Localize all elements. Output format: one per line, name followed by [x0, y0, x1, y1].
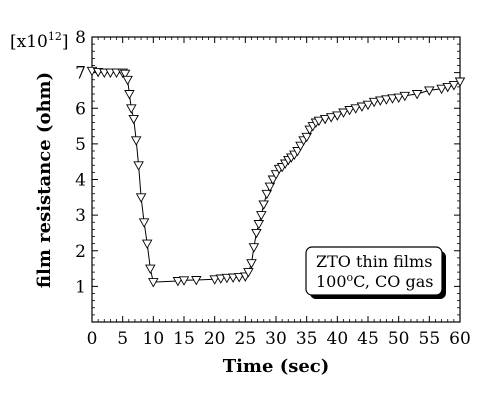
data-point-marker [221, 273, 233, 284]
data-point-marker [130, 136, 142, 146]
x-tick-label: 55 [419, 329, 441, 349]
data-point-marker [251, 228, 262, 239]
data-point-marker [261, 189, 273, 200]
data-point-marker [264, 182, 276, 193]
y-tick-label: 2 [75, 242, 86, 262]
multiplier-exponent: 12 [48, 30, 62, 43]
data-point-marker [128, 114, 139, 125]
data-point-marker [253, 220, 265, 230]
data-point-marker [145, 264, 156, 275]
data-point-marker [215, 274, 227, 284]
y-tick-label: 8 [75, 28, 86, 48]
y-tick-labels: 1 2 3 4 5 6 7 8 [75, 28, 86, 297]
y-tick-label: 3 [75, 206, 86, 226]
data-point-marker [246, 259, 257, 269]
data-point-marker [122, 75, 133, 86]
x-axis-title: Time (sec) [223, 356, 330, 377]
x-tick-label: 5 [117, 329, 128, 349]
data-point-marker [381, 95, 392, 105]
data-point-marker [411, 90, 423, 100]
data-point-marker [119, 69, 131, 80]
axis-ticks [91, 36, 461, 322]
data-point-marker [233, 273, 245, 283]
data-point-marker [138, 218, 150, 228]
data-point-marker [111, 68, 122, 79]
y-axis-title: film resistance (ohm) [34, 72, 55, 288]
x-tick-label: 35 [296, 329, 318, 349]
x-tick-label: 45 [357, 329, 379, 349]
data-point-marker [301, 132, 312, 143]
annotation-line-2: 100oC, CO gas [316, 271, 433, 291]
data-point-marker [133, 161, 144, 171]
y-tick-label: 4 [75, 171, 86, 191]
multiplier-base: [x10 [10, 32, 48, 52]
x-tick-label: 15 [173, 329, 195, 349]
data-point-marker [227, 273, 239, 283]
data-point-marker [191, 276, 202, 286]
data-point-marker [209, 275, 220, 285]
data-point-marker [442, 82, 453, 93]
data-point-marker [258, 200, 269, 210]
data-point-marker [141, 239, 153, 250]
data-point-marker [135, 193, 147, 203]
y-tick-label: 7 [75, 64, 86, 84]
data-point-marker [436, 84, 447, 95]
x-tick-label: 30 [265, 329, 287, 349]
data-point-marker [148, 278, 159, 288]
data-point-marker [350, 104, 361, 114]
data-point-marker [454, 77, 466, 87]
data-point-marker [313, 116, 325, 127]
data-point-marker [325, 113, 337, 123]
series-markers [86, 66, 466, 288]
x-tick-labels: 0 5 10 15 20 25 30 35 40 45 50 55 60 [87, 329, 471, 349]
y-tick-label: 5 [75, 135, 86, 155]
x-tick-label: 10 [143, 329, 165, 349]
annotation-line-1: ZTO thin films [316, 252, 432, 271]
data-point-marker [344, 106, 355, 116]
y-axis-multiplier: [x1012] [10, 30, 69, 52]
data-point-marker [368, 97, 380, 108]
data-point-marker [332, 111, 343, 121]
y-tick-label: 6 [75, 99, 86, 119]
data-point-marker [178, 276, 190, 286]
data-point-marker [375, 96, 386, 106]
multiplier-close: ] [62, 32, 69, 52]
data-point-marker [448, 81, 460, 91]
data-point-marker [172, 277, 184, 287]
data-point-marker [393, 93, 404, 104]
data-point-marker [124, 90, 135, 100]
data-point-marker [256, 211, 267, 221]
data-point-marker [387, 94, 398, 104]
data-point-marker [424, 86, 435, 96]
data-point-marker [399, 91, 411, 102]
data-point-marker [243, 268, 254, 278]
x-tick-label: 60 [449, 329, 471, 349]
annotation-gas: C, CO gas [353, 272, 433, 291]
data-point-marker [362, 100, 374, 111]
annotation-degree: o [347, 271, 354, 284]
annotation-temp: 100 [316, 272, 347, 291]
data-point-marker [126, 104, 137, 114]
data-point-marker [319, 114, 331, 125]
x-tick-label: 40 [327, 329, 349, 349]
data-point-marker [248, 243, 260, 253]
data-point-marker [338, 108, 349, 118]
y-tick-label: 1 [75, 277, 86, 297]
x-tick-label: 0 [87, 329, 98, 349]
x-tick-label: 25 [235, 329, 257, 349]
x-tick-label: 50 [388, 329, 410, 349]
x-tick-label: 20 [204, 329, 226, 349]
annotation-frame [305, 246, 443, 296]
data-point-marker [356, 102, 368, 112]
annotation-box: ZTO thin films 100oC, CO gas [305, 246, 446, 299]
